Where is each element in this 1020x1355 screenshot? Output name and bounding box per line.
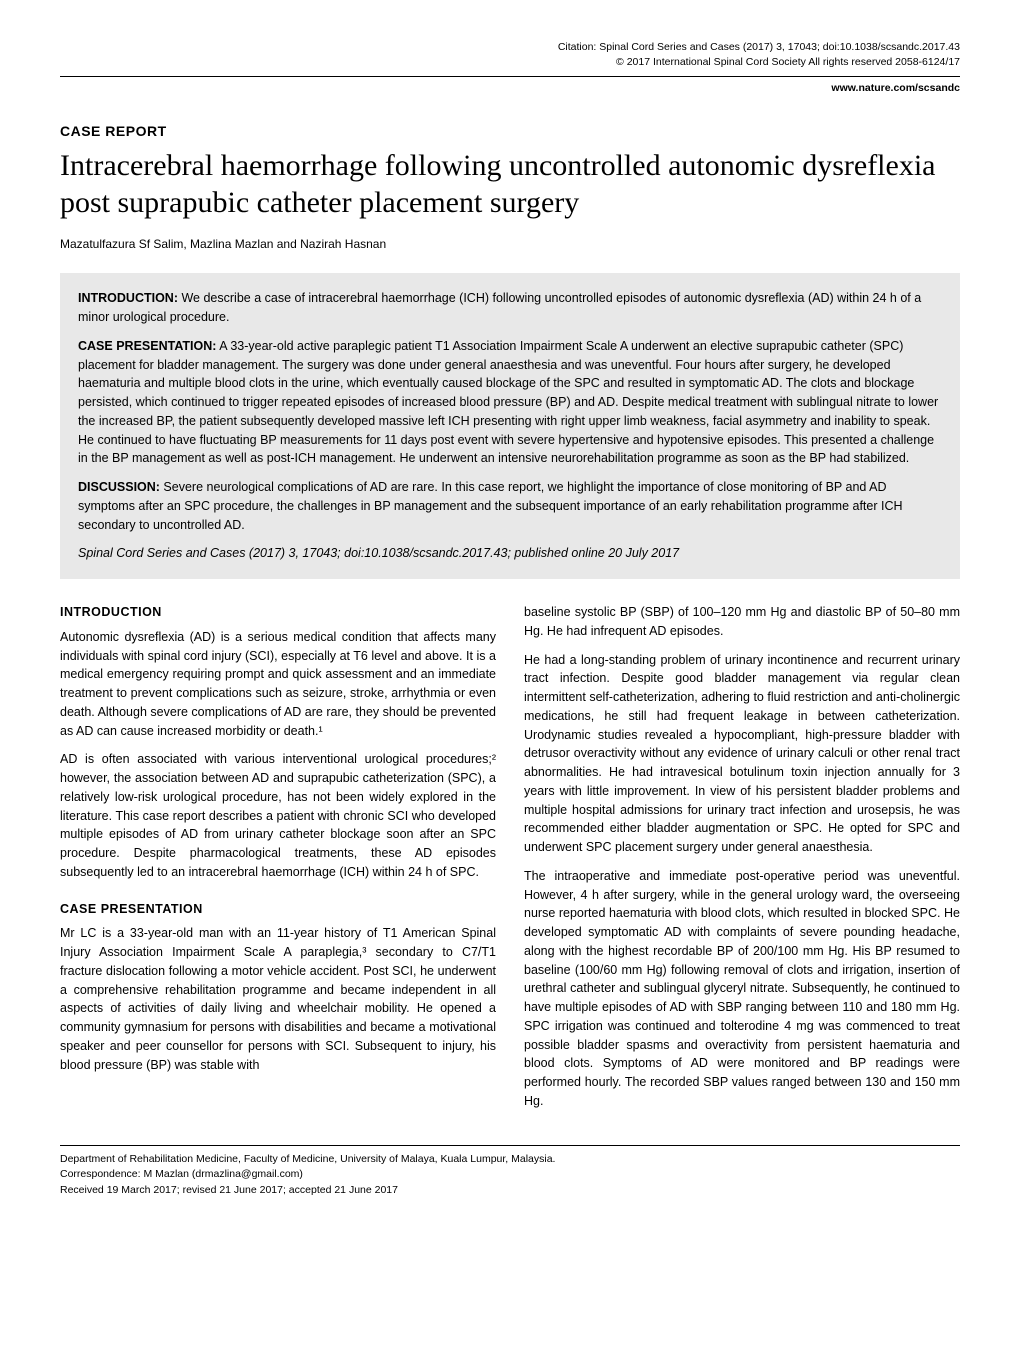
body-paragraph: baseline systolic BP (SBP) of 100–120 mm…: [524, 603, 960, 641]
header-rule: [60, 76, 960, 77]
citation-text: Citation: Spinal Cord Series and Cases (…: [60, 40, 960, 55]
section-heading-introduction: INTRODUCTION: [60, 603, 496, 622]
header-citation-block: Citation: Spinal Cord Series and Cases (…: [60, 40, 960, 70]
body-paragraph: Mr LC is a 33-year-old man with an 11-ye…: [60, 924, 496, 1074]
abstract-citation: Spinal Cord Series and Cases (2017) 3, 1…: [78, 544, 942, 563]
abstract-introduction: INTRODUCTION: We describe a case of intr…: [78, 289, 942, 327]
body-paragraph: The intraoperative and immediate post-op…: [524, 867, 960, 1111]
abstract-box: INTRODUCTION: We describe a case of intr…: [60, 273, 960, 579]
footer-block: Department of Rehabilitation Medicine, F…: [60, 1145, 960, 1199]
author-list: Mazatulfazura Sf Salim, Mazlina Mazlan a…: [60, 236, 960, 253]
article-title: Intracerebral haemorrhage following unco…: [60, 147, 960, 222]
body-columns: INTRODUCTION Autonomic dysreflexia (AD) …: [60, 603, 960, 1121]
left-column: INTRODUCTION Autonomic dysreflexia (AD) …: [60, 603, 496, 1121]
body-paragraph: AD is often associated with various inte…: [60, 750, 496, 881]
footer-dates: Received 19 March 2017; revised 21 June …: [60, 1183, 960, 1199]
abstract-discussion-label: DISCUSSION:: [78, 480, 160, 494]
abstract-discussion: DISCUSSION: Severe neurological complica…: [78, 478, 942, 534]
right-column: baseline systolic BP (SBP) of 100–120 mm…: [524, 603, 960, 1121]
footer-affiliation: Department of Rehabilitation Medicine, F…: [60, 1152, 960, 1168]
section-heading-case: CASE PRESENTATION: [60, 900, 496, 919]
body-paragraph: He had a long-standing problem of urinar…: [524, 651, 960, 857]
abstract-case: CASE PRESENTATION: A 33-year-old active …: [78, 337, 942, 468]
article-type: CASE REPORT: [60, 121, 960, 141]
journal-url: www.nature.com/scsandc: [60, 81, 960, 96]
copyright-text: © 2017 International Spinal Cord Society…: [60, 55, 960, 70]
abstract-case-label: CASE PRESENTATION:: [78, 339, 216, 353]
abstract-case-text: A 33-year-old active paraplegic patient …: [78, 339, 938, 466]
footer-correspondence: Correspondence: M Mazlan (drmazlina@gmai…: [60, 1167, 960, 1183]
abstract-intro-text: We describe a case of intracerebral haem…: [78, 291, 921, 324]
body-paragraph: Autonomic dysreflexia (AD) is a serious …: [60, 628, 496, 741]
abstract-discussion-text: Severe neurological complications of AD …: [78, 480, 903, 532]
abstract-intro-label: INTRODUCTION:: [78, 291, 178, 305]
